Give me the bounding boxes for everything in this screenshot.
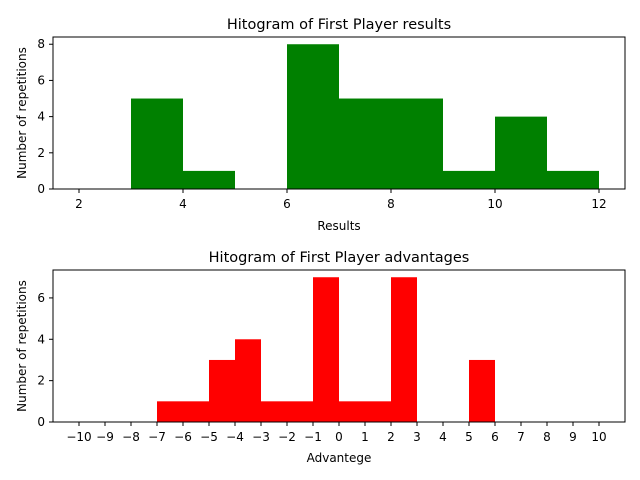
x-tick-label: 5 (465, 430, 473, 444)
histogram-bar (235, 339, 261, 422)
histogram-bar (365, 401, 391, 422)
advantages-histogram: Hitogram of First Player advantages −10−… (15, 250, 626, 465)
x-tick-label: −9 (96, 430, 114, 444)
y-tick-label: 4 (37, 332, 45, 346)
histogram-bar (209, 359, 235, 422)
y-tick-label: 0 (37, 415, 45, 429)
x-tick-label: 0 (335, 430, 343, 444)
y-axis-label: Number of repetitions (15, 280, 29, 412)
x-tick-label: 4 (439, 430, 447, 444)
x-tick-label: 8 (543, 430, 551, 444)
histogram-bar (391, 277, 417, 422)
x-tick-label: −7 (148, 430, 166, 444)
histogram-bar (131, 98, 183, 189)
x-tick-label: −8 (122, 430, 140, 444)
x-tick-label: −6 (174, 430, 192, 444)
plot-frame (52, 269, 626, 423)
x-tick-label: −10 (66, 430, 91, 444)
ticks-group: 2 4 6 8 10 12 0 2 4 6 8 (37, 37, 606, 211)
x-tick-label: −3 (252, 430, 270, 444)
histogram-bar (183, 401, 209, 422)
chart-title: Hitogram of First Player advantages (209, 250, 470, 266)
histogram-bar (391, 98, 443, 189)
x-tick-label: 6 (491, 430, 499, 444)
x-tick-label: −5 (200, 430, 218, 444)
x-tick-label: −4 (226, 430, 244, 444)
histogram-bar (469, 359, 495, 422)
histogram-bar (495, 116, 547, 189)
x-tick-label: 4 (179, 197, 187, 211)
x-tick-label: 2 (387, 430, 395, 444)
x-tick-label: 3 (413, 430, 421, 444)
histogram-bar (313, 277, 339, 422)
x-tick-label: 9 (569, 430, 577, 444)
x-tick-label: 12 (591, 197, 606, 211)
plot-frame (52, 36, 626, 190)
histogram-bar (547, 170, 599, 189)
x-tick-label: 6 (283, 197, 291, 211)
histogram-bar (287, 401, 313, 422)
histogram-bar (261, 401, 287, 422)
x-tick-label: 10 (487, 197, 502, 211)
chart-title: Hitogram of First Player results (227, 17, 451, 33)
histogram-bar (287, 44, 339, 189)
y-tick-label: 4 (37, 110, 45, 124)
histogram-bar (183, 170, 235, 189)
y-tick-label: 6 (37, 291, 45, 305)
x-tick-label: 2 (75, 197, 83, 211)
x-tick-label: 7 (517, 430, 525, 444)
x-tick-label: 8 (387, 197, 395, 211)
y-tick-label: 6 (37, 73, 45, 87)
histogram-bar (443, 170, 495, 189)
histogram-bar (339, 401, 365, 422)
results-histogram: Hitogram of First Player results 2 4 6 8 10 1… (15, 17, 626, 233)
x-tick-label: −2 (278, 430, 296, 444)
histogram-bar (157, 401, 183, 422)
histogram-bar (339, 98, 391, 189)
y-tick-label: 0 (37, 182, 45, 196)
x-tick-label: 10 (591, 430, 606, 444)
bars-group (131, 44, 599, 189)
x-axis-label: Advantege (307, 451, 372, 465)
x-tick-label: −1 (304, 430, 322, 444)
y-axis-label: Number of repetitions (15, 47, 29, 179)
x-tick-label: 1 (361, 430, 369, 444)
x-axis-label: Results (317, 219, 360, 233)
y-tick-label: 8 (37, 37, 45, 51)
y-tick-label: 2 (37, 374, 45, 388)
bars-group (157, 277, 495, 422)
y-tick-label: 2 (37, 146, 45, 160)
